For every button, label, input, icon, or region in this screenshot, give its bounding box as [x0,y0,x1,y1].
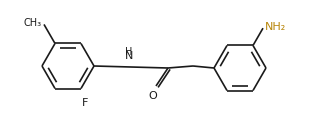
Text: CH₃: CH₃ [24,18,42,28]
Text: O: O [149,91,157,101]
Text: H: H [125,47,133,57]
Text: N: N [125,51,133,61]
Text: F: F [82,98,88,108]
Text: NH₂: NH₂ [265,22,286,32]
